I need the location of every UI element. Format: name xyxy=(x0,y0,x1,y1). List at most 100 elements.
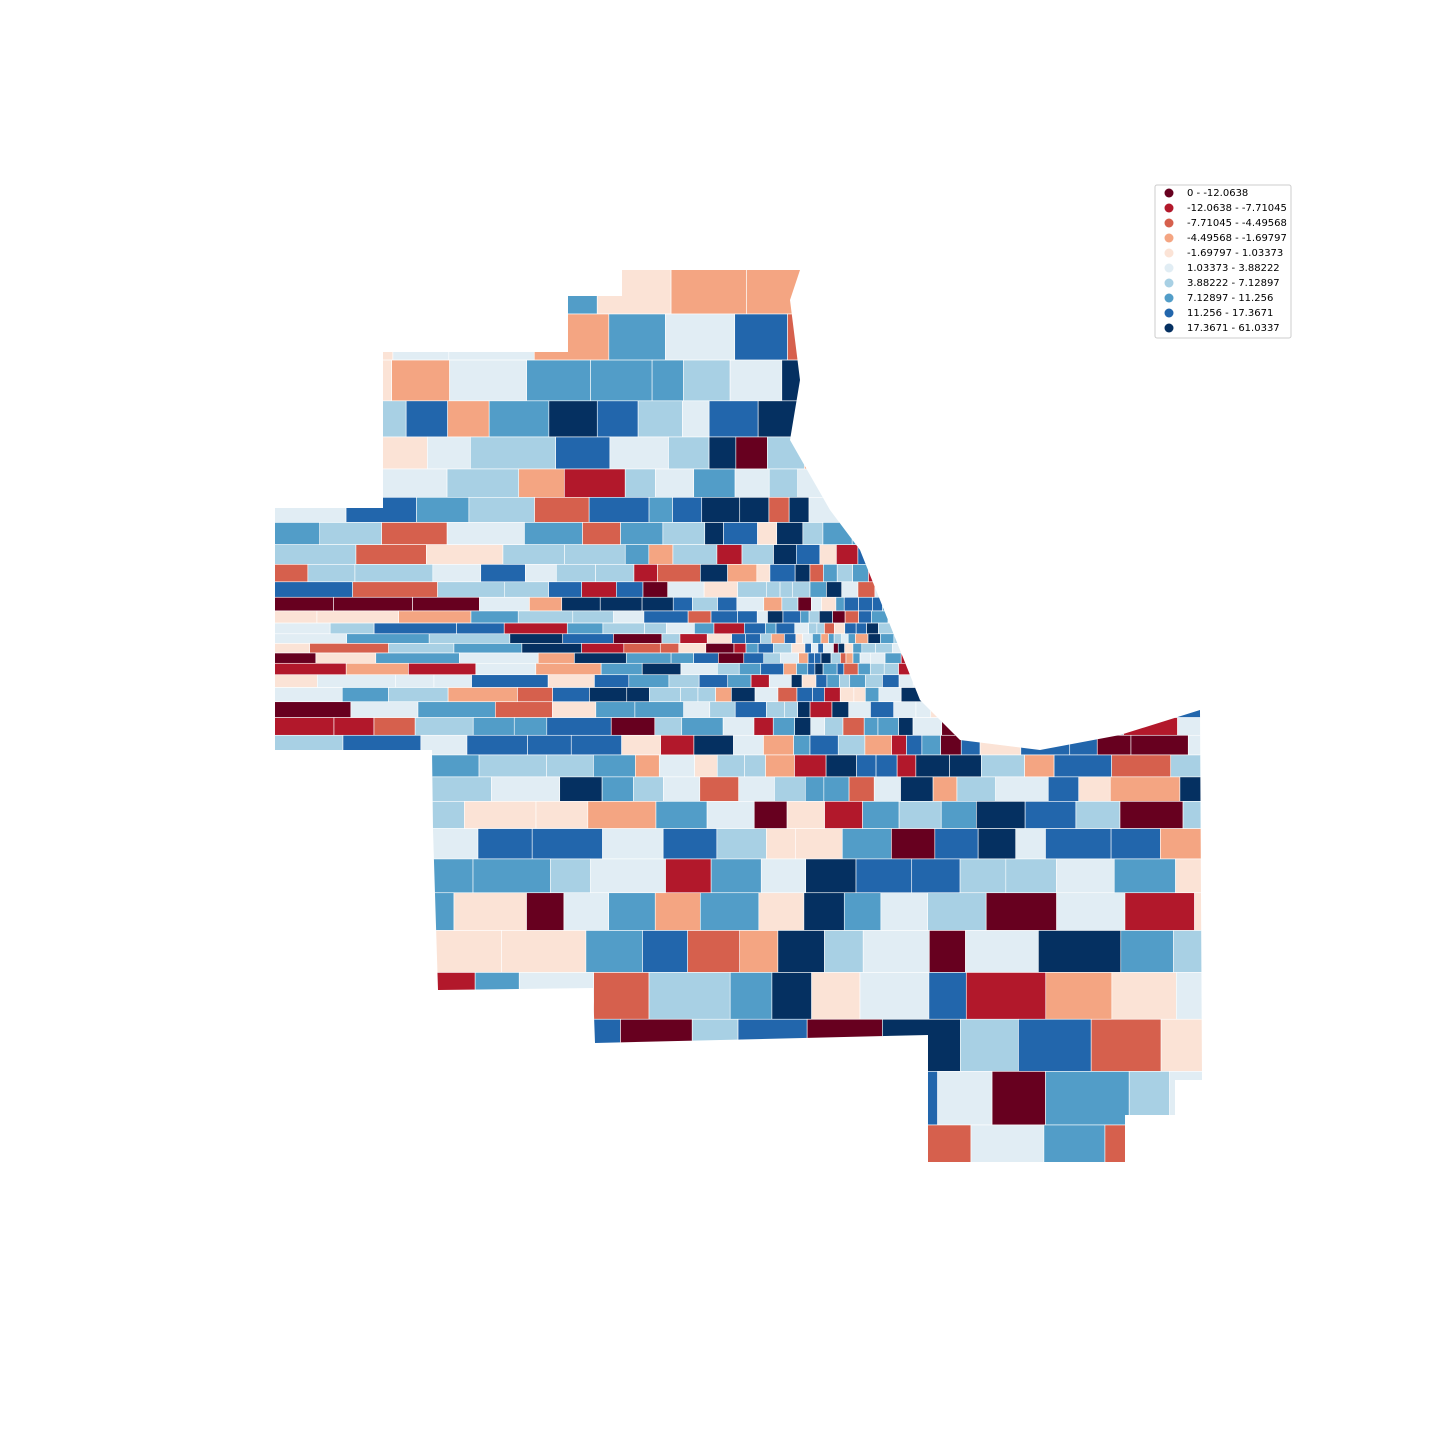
tract xyxy=(275,544,357,565)
tract xyxy=(593,972,650,1020)
tract xyxy=(620,522,664,545)
tract xyxy=(699,776,740,802)
tract xyxy=(693,468,736,498)
tract xyxy=(1032,522,1060,545)
tract xyxy=(953,544,986,565)
tract xyxy=(275,828,346,860)
tract xyxy=(727,674,752,688)
tract xyxy=(1092,687,1126,703)
tract xyxy=(723,522,758,545)
tract xyxy=(1038,652,1090,664)
tract xyxy=(824,687,841,703)
tract xyxy=(763,596,783,612)
tract xyxy=(453,643,523,654)
tract xyxy=(513,717,548,736)
tract xyxy=(556,564,596,583)
tract xyxy=(1020,734,1071,756)
tract xyxy=(819,544,837,565)
tract xyxy=(926,674,955,688)
tract xyxy=(1078,776,1111,802)
tract xyxy=(809,701,833,718)
tract xyxy=(700,564,728,583)
tract xyxy=(321,892,378,931)
tract xyxy=(381,522,448,545)
tract xyxy=(447,400,490,438)
tract xyxy=(548,400,598,438)
tract xyxy=(1031,633,1079,644)
tract xyxy=(983,643,1023,654)
tract xyxy=(1121,468,1167,498)
tract xyxy=(1009,652,1040,664)
tract xyxy=(857,581,876,598)
tract xyxy=(722,717,755,736)
tract xyxy=(853,687,866,703)
tract xyxy=(354,564,434,583)
tract xyxy=(938,468,960,498)
tract xyxy=(923,610,948,624)
tract xyxy=(275,801,344,829)
tract xyxy=(470,610,519,624)
tract xyxy=(946,610,966,624)
tract xyxy=(844,622,857,635)
tract xyxy=(1033,544,1060,565)
tract xyxy=(763,734,794,756)
tract xyxy=(997,497,1025,523)
tract xyxy=(414,717,474,736)
tract xyxy=(708,436,737,470)
tract xyxy=(788,497,810,523)
tract xyxy=(717,596,738,612)
tract xyxy=(1059,522,1113,545)
legend-marker xyxy=(1164,293,1174,303)
tract xyxy=(997,622,1034,635)
tract xyxy=(991,468,1045,498)
tract xyxy=(456,622,505,635)
tract xyxy=(995,776,1049,802)
tract xyxy=(865,674,883,688)
tract xyxy=(275,1018,337,1072)
tract xyxy=(1015,828,1046,860)
tract xyxy=(1017,313,1070,361)
tract xyxy=(953,400,1003,438)
tract xyxy=(756,564,771,583)
tract xyxy=(757,400,807,438)
tract xyxy=(992,564,1032,583)
tract xyxy=(826,674,840,688)
tract xyxy=(746,270,809,315)
tract xyxy=(817,643,824,654)
tract xyxy=(915,701,932,718)
tract xyxy=(564,468,626,498)
tract xyxy=(963,522,1004,545)
tract xyxy=(381,972,426,1020)
legend-marker xyxy=(1164,233,1174,243)
tract xyxy=(912,674,927,688)
tract xyxy=(685,1124,756,1162)
tract xyxy=(892,643,909,654)
tract xyxy=(336,1018,397,1072)
tract xyxy=(874,581,893,598)
tract xyxy=(745,633,761,644)
tract xyxy=(794,717,812,736)
tract xyxy=(275,687,343,703)
tract xyxy=(405,776,492,802)
tract xyxy=(633,776,664,802)
tract xyxy=(375,652,460,664)
tract xyxy=(464,801,537,829)
tract xyxy=(775,622,796,635)
tract xyxy=(737,610,758,624)
tract xyxy=(731,687,756,703)
tract xyxy=(828,468,868,498)
tract xyxy=(683,359,731,402)
tract xyxy=(705,643,735,654)
tract xyxy=(839,497,862,523)
legend-label: -7.71045 - -4.49568 xyxy=(1187,218,1287,229)
tract xyxy=(1127,662,1183,676)
tract xyxy=(848,776,875,802)
tract xyxy=(503,622,568,635)
tract xyxy=(873,776,901,802)
tract xyxy=(934,581,964,598)
tract xyxy=(610,717,656,736)
tract xyxy=(517,610,574,624)
tract xyxy=(534,497,590,523)
tract xyxy=(735,436,768,470)
tract xyxy=(955,687,978,703)
